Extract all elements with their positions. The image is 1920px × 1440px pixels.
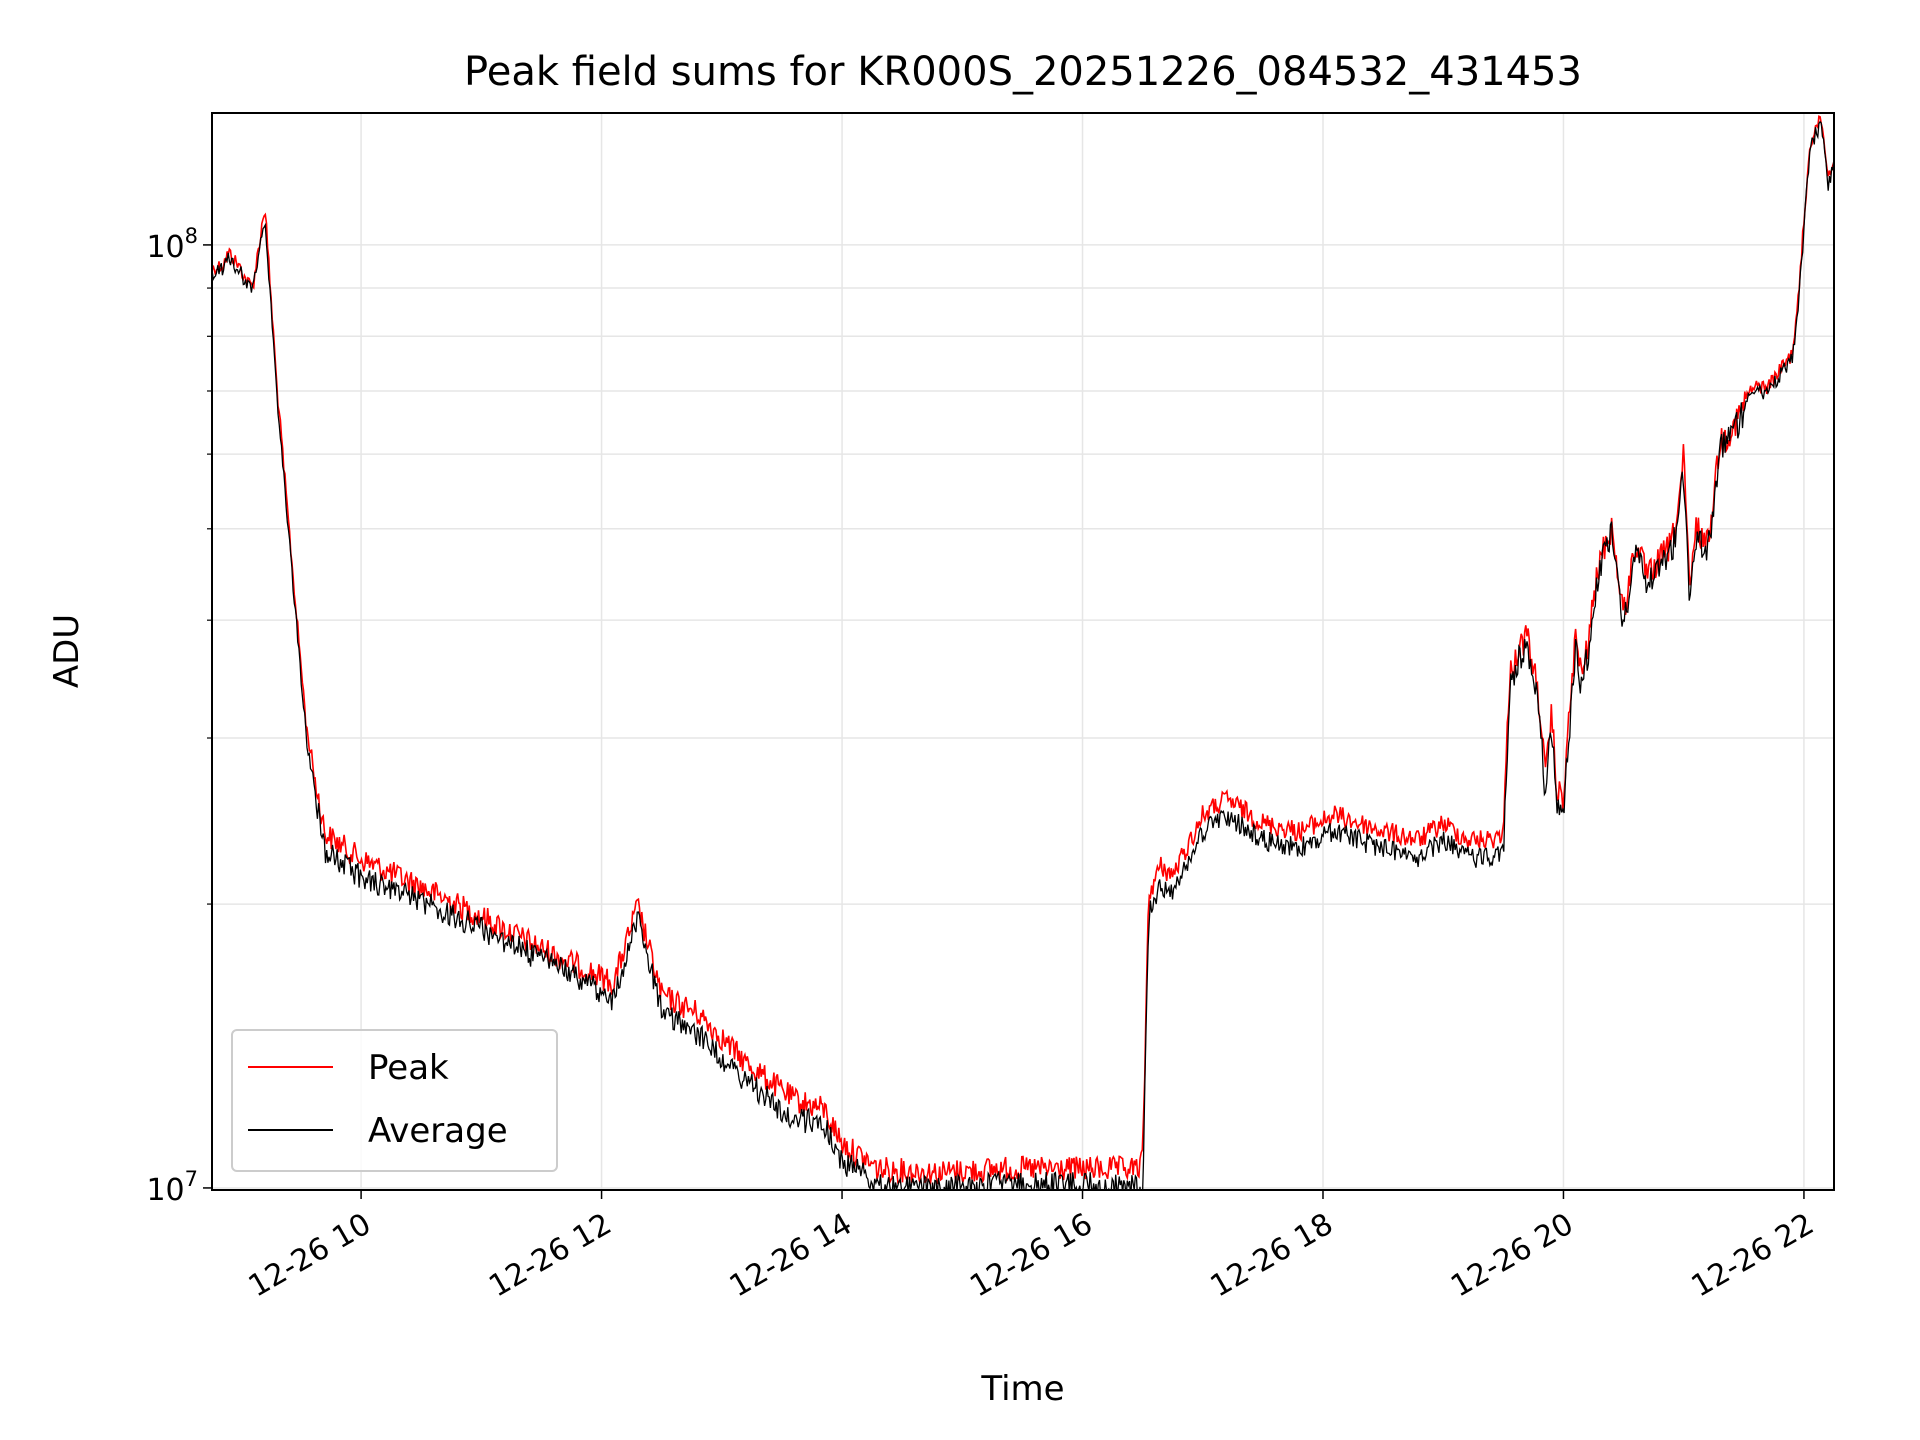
legend-box bbox=[231, 1029, 558, 1172]
legend-label-average: Average bbox=[368, 1111, 508, 1151]
y-axis-label: ADU bbox=[47, 614, 87, 688]
plot-area bbox=[211, 112, 1835, 1191]
x-axis-label: Time bbox=[980, 1369, 1064, 1409]
series-line-average bbox=[212, 120, 1834, 1190]
legend-label-peak: Peak bbox=[368, 1048, 449, 1088]
series-layer bbox=[212, 115, 1834, 1190]
y-tick-label: 108 bbox=[146, 224, 198, 265]
grid bbox=[212, 113, 1834, 1190]
chart-title: Peak field sums for KR000S_20251226_0845… bbox=[464, 49, 1582, 95]
y-tick-label: 107 bbox=[146, 1167, 198, 1208]
legend: Peak Average bbox=[231, 1029, 558, 1172]
